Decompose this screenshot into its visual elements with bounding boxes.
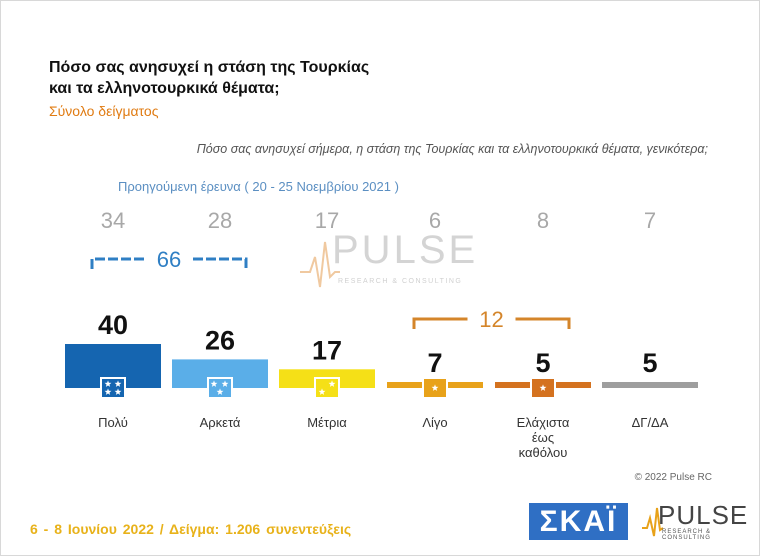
badge-star-0-1	[114, 380, 122, 387]
value-label-3: 7	[427, 348, 442, 378]
bar-5	[602, 382, 698, 388]
value-label-5: 5	[642, 348, 657, 378]
previous-value-label-0: 34	[101, 208, 125, 233]
grouping-bracket-right-1	[515, 317, 571, 329]
pulse-logo-tagline: RESEARCH & CONSULTING	[662, 529, 712, 541]
badge-star-0-2	[104, 388, 112, 395]
grouping-bracket-left-0	[90, 257, 145, 269]
category-label-5-0: ΔΓ/ΔΑ	[632, 415, 669, 430]
grouping-label-1: 12	[479, 307, 503, 332]
badge-star-1-2	[216, 388, 224, 395]
badge-star-2-0	[318, 388, 326, 395]
previous-value-label-4: 8	[537, 208, 549, 233]
title-line-2: και τα ελληνοτουρκικά θέματα;	[49, 80, 280, 97]
category-label-4-1: έως	[532, 430, 554, 445]
grouping-bracket-right-0	[193, 257, 248, 269]
badge-star-3-0	[431, 384, 439, 391]
grouping-bracket-left-1	[412, 317, 468, 329]
pulse-watermark: PULSE RESEARCH & CONSULTING	[300, 228, 475, 298]
badge-star-0-3	[114, 388, 122, 395]
value-label-1: 26	[205, 325, 235, 355]
badge-fill-2	[316, 379, 338, 397]
previous-value-label-3: 6	[429, 208, 441, 233]
category-label-2-0: Μέτρια	[307, 415, 347, 430]
previous-value-label-2: 17	[315, 208, 339, 233]
category-label-4-2: καθόλου	[519, 445, 568, 460]
badge-star-4-0	[539, 384, 547, 391]
chart-title: Πόσο σας ανησυχεί η στάση της Τουρκίας κ…	[49, 57, 369, 99]
badge-star-1-1	[221, 380, 229, 387]
watermark-brand: PULSE	[332, 228, 479, 272]
pulse-wave-icon	[300, 241, 340, 288]
survey-question: Πόσο σας ανησυχεί σήμερα, η στάση της Το…	[196, 142, 708, 156]
watermark-tagline: RESEARCH & CONSULTING	[338, 278, 463, 285]
badge-fill-1	[209, 379, 231, 397]
bar-chart: 40 34 Πολύ 26 28 Αρκετά 17 17 Μέτρια 7 6 Λίγο 5 8 Ελάχ…	[65, 208, 698, 460]
grouping-label-0: 66	[157, 247, 181, 272]
badge-fill-0	[102, 379, 124, 397]
badge-star-0-0	[104, 380, 112, 387]
title-line-1: Πόσο σας ανησυχεί η στάση της Τουρκίας	[49, 59, 370, 76]
survey-footer: 6 - 8 Ιουνίου 2022 / Δείγμα: 1.206 συνεν…	[30, 521, 352, 537]
value-label-2: 17	[312, 335, 342, 365]
copyright-text: © 2022 Pulse RC	[634, 472, 712, 483]
category-label-0-0: Πολύ	[98, 415, 128, 430]
pulse-logo-text: PULSE	[658, 500, 749, 530]
category-label-3-0: Λίγο	[422, 415, 447, 430]
previous-survey-label: Προηγούμενη έρευνα ( 20 - 25 Νοεμβρίου 2…	[118, 179, 399, 194]
skai-logo: ΣΚΑΪ	[529, 503, 628, 540]
pulse-logo-wave-icon	[642, 507, 664, 537]
badge-star-1-0	[210, 380, 218, 387]
value-label-4: 5	[535, 348, 550, 378]
category-label-4-0: Ελάχιστα	[517, 415, 570, 430]
pulse-logo: PULSE RESEARCH & CONSULTING	[642, 500, 750, 542]
previous-value-label-5: 7	[644, 208, 656, 233]
badge-star-2-1	[328, 380, 336, 387]
category-label-1-0: Αρκετά	[200, 415, 241, 430]
previous-value-label-1: 28	[208, 208, 232, 233]
value-label-0: 40	[98, 310, 128, 340]
chart-subtitle: Σύνολο δείγματος	[49, 103, 159, 119]
